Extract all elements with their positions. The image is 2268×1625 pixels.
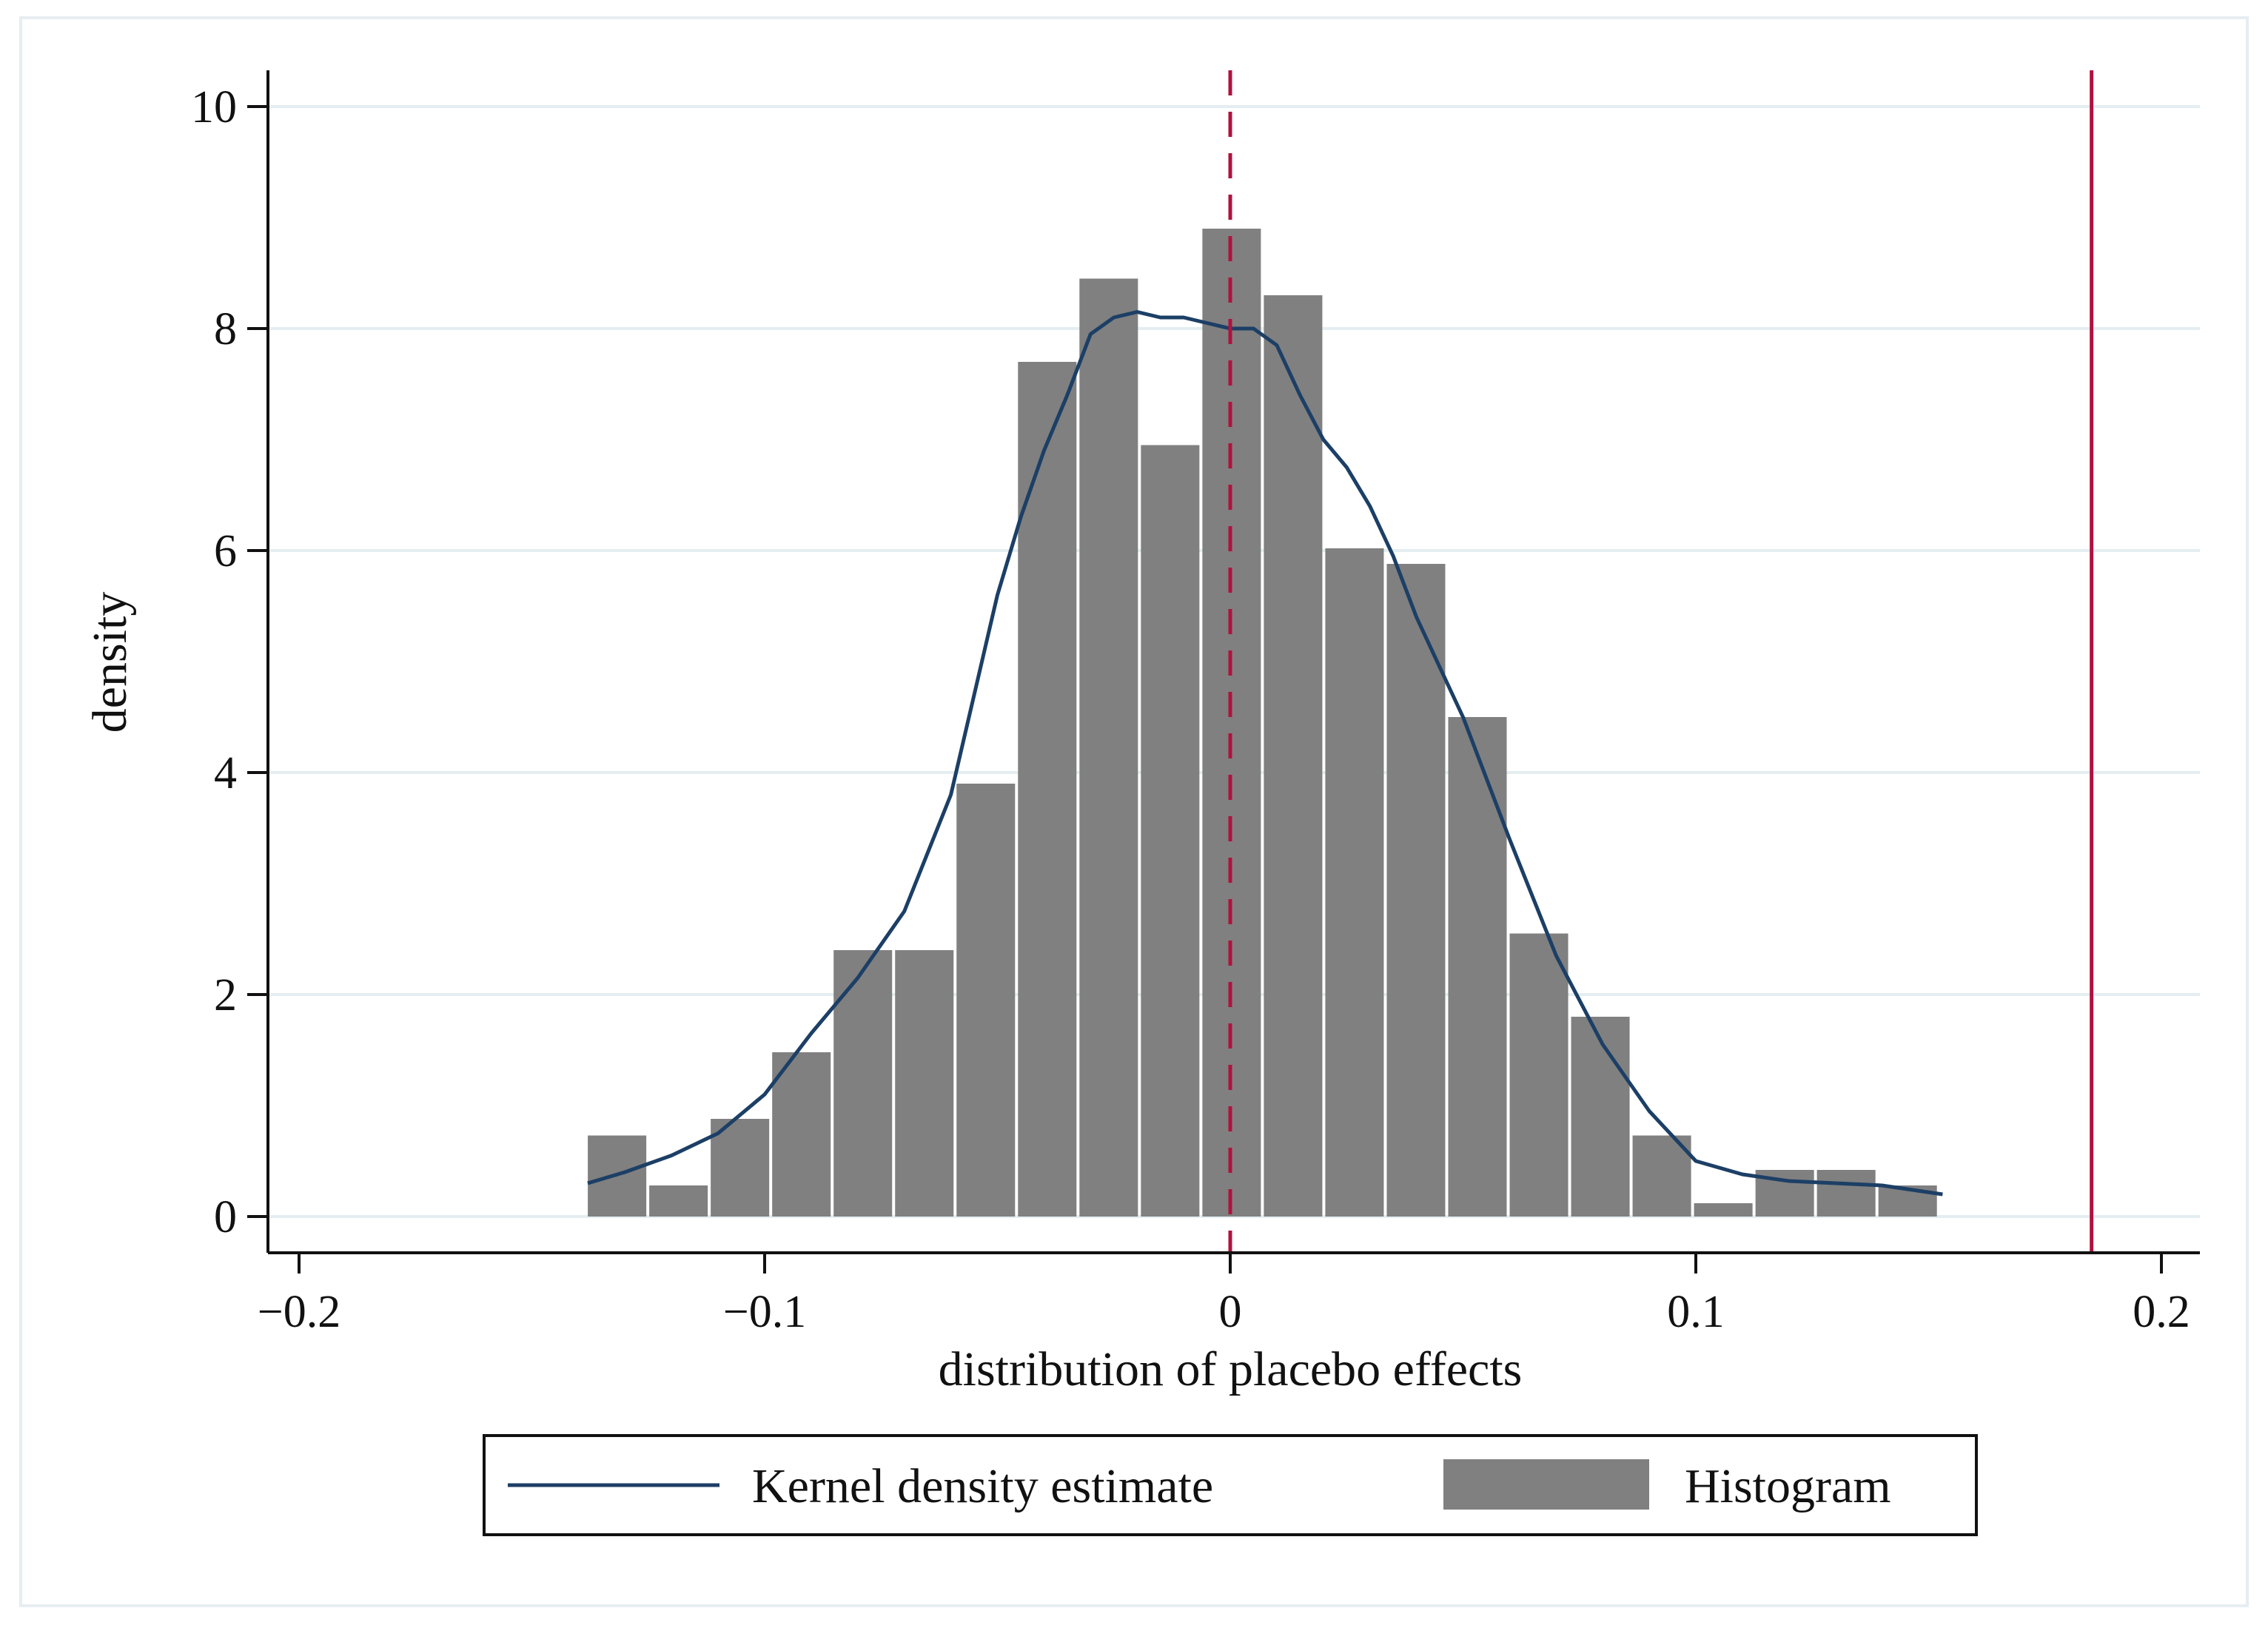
histogram-bar-3 bbox=[772, 1052, 831, 1217]
y-tick-label-4: 8 bbox=[214, 304, 237, 354]
x-tick-label-2: 0 bbox=[1219, 1287, 1242, 1337]
kde-line bbox=[587, 310, 1943, 1197]
histogram-bar-14 bbox=[1448, 717, 1507, 1217]
legend-box bbox=[483, 1434, 1978, 1536]
x-tick-label-0: −0.2 bbox=[258, 1287, 340, 1337]
histogram-bar-5 bbox=[895, 950, 954, 1217]
legend: Kernel density estimate Histogram bbox=[483, 1434, 1978, 1536]
histogram-bar-13 bbox=[1386, 564, 1446, 1217]
x-tick-label-4: 0.2 bbox=[2133, 1287, 2190, 1337]
histogram-bar-10 bbox=[1202, 229, 1261, 1217]
histogram-bar-15 bbox=[1509, 933, 1569, 1217]
histogram-bar-17 bbox=[1632, 1135, 1691, 1217]
y-tick-label-5: 10 bbox=[191, 82, 237, 132]
reference-lines bbox=[1228, 70, 2094, 1253]
legend-kde-label: Kernel density estimate bbox=[752, 1459, 1213, 1513]
x-tick-label-3: 0.1 bbox=[1667, 1287, 1725, 1337]
y-tick-label-1: 2 bbox=[214, 970, 237, 1020]
chart-frame bbox=[19, 16, 2249, 1607]
histogram-bar-2 bbox=[711, 1119, 770, 1217]
histogram-bar-8 bbox=[1079, 278, 1138, 1217]
histogram-bar-11 bbox=[1264, 295, 1323, 1217]
tick-labels: 0 2 4 6 8 10 −0.2 −0.1 0 0.1 0.2 bbox=[191, 82, 2190, 1337]
y-tick-label-0: 0 bbox=[214, 1192, 237, 1242]
histogram-bar-20 bbox=[1816, 1170, 1876, 1217]
histogram-bar-9 bbox=[1141, 445, 1200, 1217]
x-axis-title: distribution of placebo effects bbox=[939, 1342, 1523, 1396]
histogram-bars bbox=[588, 229, 1937, 1217]
y-axis-title: density bbox=[83, 592, 137, 733]
histogram-bar-16 bbox=[1571, 1017, 1630, 1217]
histogram-bar-7 bbox=[1018, 362, 1077, 1217]
axes bbox=[247, 70, 2200, 1274]
histogram-bar-12 bbox=[1325, 548, 1384, 1217]
x-tick-label-1: −0.1 bbox=[723, 1287, 806, 1337]
grid-lines bbox=[268, 105, 2200, 1218]
histogram-bar-4 bbox=[833, 950, 893, 1217]
kde-curve bbox=[587, 310, 1943, 1197]
y-tick-label-3: 6 bbox=[214, 526, 237, 576]
legend-histogram-swatch bbox=[1443, 1459, 1649, 1510]
histogram-bar-6 bbox=[956, 784, 1016, 1217]
histogram-bar-1 bbox=[649, 1185, 708, 1217]
legend-histogram-label: Histogram bbox=[1685, 1459, 1891, 1513]
y-tick-label-2: 4 bbox=[214, 748, 237, 798]
histogram-bar-18 bbox=[1694, 1203, 1753, 1217]
